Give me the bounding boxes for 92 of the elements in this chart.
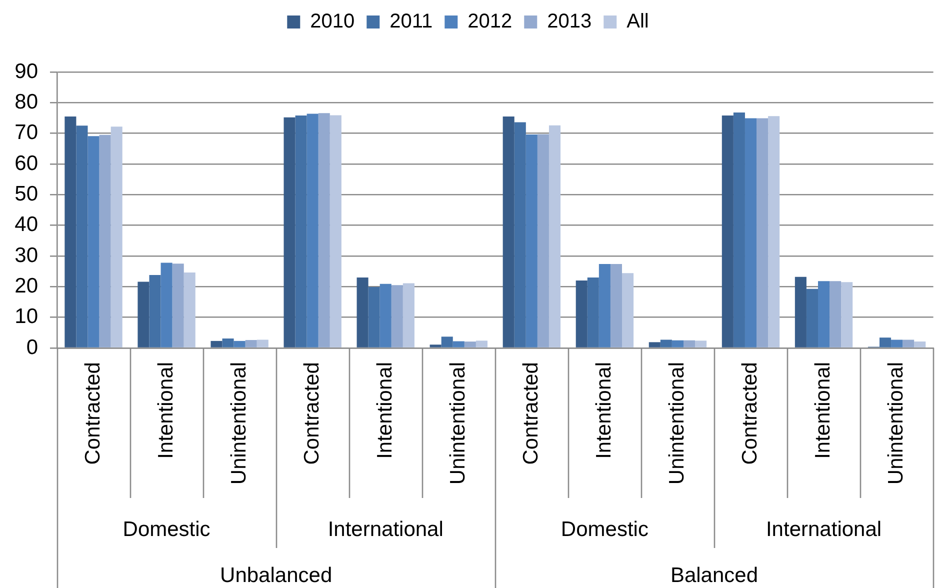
y-tick-label: 70 — [14, 121, 38, 144]
bar — [841, 282, 853, 348]
bar — [99, 134, 111, 348]
bar — [622, 273, 634, 348]
bar — [160, 262, 172, 348]
text: Unbalanced — [220, 564, 332, 587]
bar — [683, 340, 696, 348]
bar — [306, 114, 318, 348]
x-tick-label: Contracted — [738, 362, 762, 465]
bar — [402, 283, 414, 348]
bar — [744, 118, 757, 348]
bar — [256, 340, 268, 348]
bar — [110, 126, 122, 348]
bar — [610, 264, 622, 348]
y-tick-label: 40 — [14, 213, 38, 236]
y-tick-label: 20 — [14, 274, 38, 298]
x-tick-label: Unintentional — [227, 362, 250, 485]
text: International — [766, 518, 882, 541]
bar — [368, 286, 380, 348]
text: International — [328, 518, 444, 541]
y-tick-label: 50 — [14, 182, 38, 206]
bar — [830, 281, 842, 348]
x-tick-label: Unintentional — [666, 362, 689, 485]
x-tick-label: Unintentional — [884, 362, 908, 485]
bar — [722, 116, 734, 348]
bar — [672, 340, 684, 348]
bar — [476, 340, 488, 348]
bar — [234, 340, 246, 348]
bar — [514, 122, 526, 348]
bar — [794, 276, 806, 348]
x-tick-label: Intentional — [592, 362, 616, 459]
bar — [88, 136, 100, 348]
bar — [64, 116, 76, 348]
bar — [818, 281, 830, 348]
legend-label: All — [626, 10, 649, 33]
bar — [526, 134, 538, 348]
bar — [391, 285, 403, 348]
x-tick-label: Contracted — [81, 362, 104, 465]
legend-label: 2012 — [468, 10, 512, 33]
text: Domestic — [560, 518, 648, 541]
bar — [695, 340, 707, 348]
bar — [598, 264, 610, 348]
x-tick-label: Unintentional — [446, 362, 470, 485]
bar — [430, 344, 442, 348]
bar — [138, 282, 150, 348]
bar — [902, 340, 914, 348]
legend-label: 2013 — [547, 10, 592, 33]
y-tick-label: 80 — [14, 90, 38, 114]
y-tick-label: 10 — [14, 305, 38, 328]
bar — [733, 112, 745, 348]
x-tick-label: Intentional — [812, 362, 835, 459]
y-tick-label: 60 — [14, 152, 38, 175]
bar — [222, 338, 234, 348]
bar — [648, 342, 660, 348]
bar — [76, 126, 88, 348]
bar — [245, 340, 257, 348]
y-tick-label: 90 — [14, 60, 38, 83]
bar — [210, 340, 222, 348]
bar — [380, 284, 392, 348]
text: Balanced — [670, 564, 758, 587]
bar — [149, 275, 161, 348]
bar — [184, 272, 196, 348]
text: Domestic — [122, 518, 210, 541]
bar — [502, 116, 514, 348]
bar — [756, 118, 768, 348]
bar — [537, 134, 549, 348]
bar — [318, 113, 330, 348]
bar — [587, 277, 599, 348]
legend-label: 2010 — [310, 10, 355, 33]
x-tick-label: Intentional — [154, 362, 178, 459]
bar — [548, 125, 561, 348]
bar — [879, 338, 892, 348]
bar — [464, 342, 476, 348]
bar — [330, 115, 342, 348]
bar — [441, 336, 453, 348]
bar — [806, 288, 818, 348]
bar — [172, 264, 184, 348]
legend-label: 2011 — [390, 10, 433, 33]
bar — [914, 342, 926, 348]
bar — [295, 116, 307, 348]
x-tick-label: Contracted — [300, 362, 324, 465]
bar — [356, 277, 368, 348]
bar — [452, 341, 464, 348]
bar — [576, 280, 588, 348]
x-tick-label: Intentional — [373, 362, 396, 459]
bar — [891, 340, 903, 348]
bar — [660, 340, 672, 348]
bar — [768, 116, 780, 348]
bar — [284, 117, 296, 348]
x-tick-label: Contracted — [519, 362, 542, 465]
y-tick-label: 0 — [26, 336, 38, 359]
y-tick-label: 30 — [14, 244, 38, 267]
